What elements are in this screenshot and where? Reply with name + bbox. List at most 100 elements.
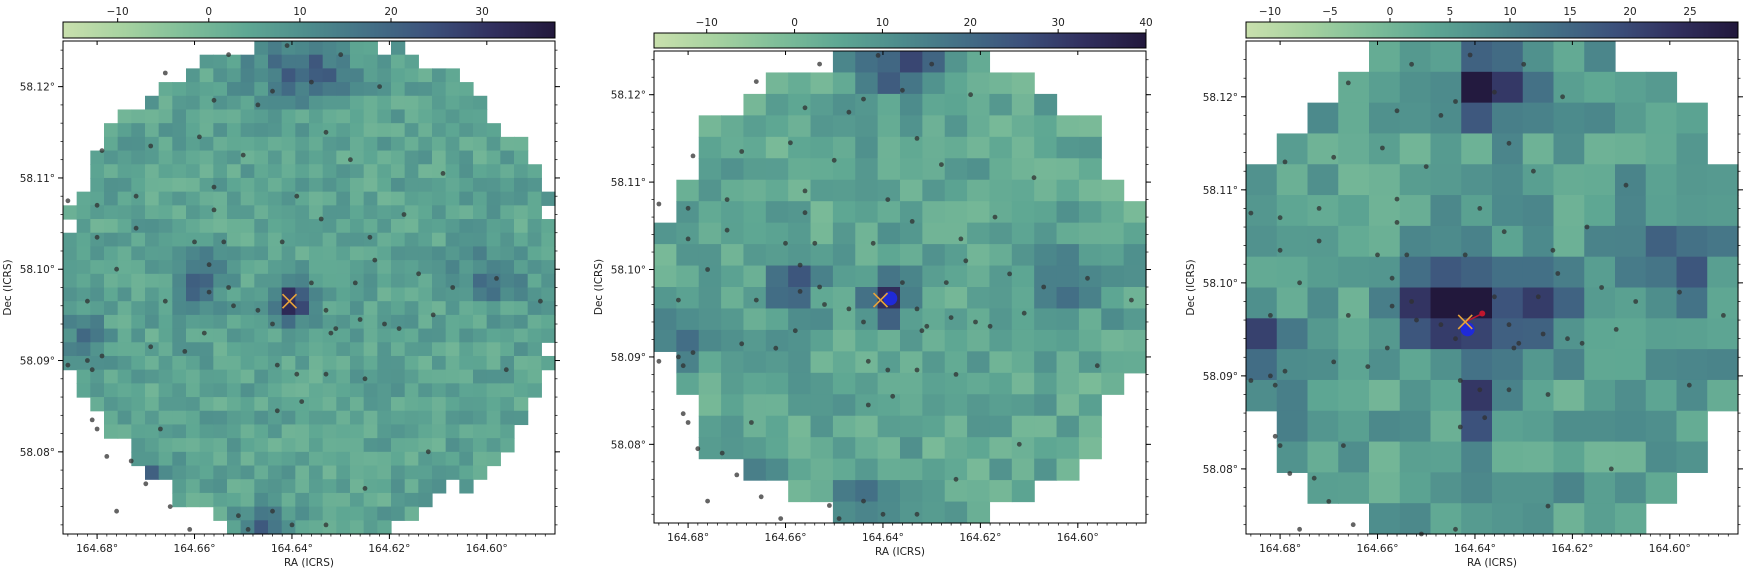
heatmap-cell — [76, 301, 91, 316]
heatmap-cell — [418, 136, 433, 152]
heatmap-cell — [240, 123, 255, 138]
heatmap-cell — [500, 205, 515, 220]
heatmap-cell — [676, 179, 700, 202]
heatmap-cell — [486, 177, 501, 193]
star-marker — [167, 504, 173, 509]
star-marker — [1457, 378, 1463, 383]
heatmap-cell — [309, 260, 324, 275]
star-marker — [294, 193, 300, 199]
heatmap-cell — [832, 158, 856, 181]
star-marker — [861, 319, 866, 325]
heatmap-cell — [1307, 441, 1339, 473]
heatmap-cell — [350, 273, 365, 289]
heatmap-cell — [514, 410, 529, 426]
heatmap-cell — [1246, 256, 1278, 289]
heatmap-cell — [295, 369, 310, 384]
heatmap-cell — [1430, 472, 1462, 504]
heatmap-cell — [363, 191, 378, 206]
heatmap-cell — [514, 342, 529, 357]
heatmap-cell — [989, 136, 1013, 159]
heatmap-cell — [1276, 133, 1309, 165]
heatmap-cell — [336, 177, 351, 193]
star-marker — [1531, 168, 1536, 174]
heatmap-cell — [1399, 379, 1432, 412]
heatmap-cell — [486, 314, 501, 330]
heatmap-cell — [254, 260, 269, 275]
heatmap-cell — [922, 179, 946, 202]
heatmap-cell — [240, 219, 255, 234]
heatmap-cell — [377, 68, 392, 83]
heatmap-cell — [268, 136, 283, 152]
heatmap-cell — [254, 424, 269, 439]
heatmap-cell — [922, 51, 946, 74]
heatmap-cell — [1676, 256, 1708, 289]
heatmap-cell — [1645, 256, 1678, 289]
heatmap-cell — [514, 136, 529, 152]
heatmap-cell — [281, 451, 296, 467]
heatmap-cell — [254, 123, 269, 138]
heatmap-cell — [676, 329, 700, 352]
heatmap-cell — [1307, 256, 1339, 289]
heatmap-cell — [131, 260, 146, 275]
star-marker — [900, 280, 905, 285]
heatmap-cell — [336, 41, 351, 56]
colorbar-tick-label: 10 — [1503, 6, 1516, 18]
heatmap-cell — [1078, 115, 1102, 138]
heatmap-cell — [900, 415, 923, 438]
heatmap-cell — [459, 219, 474, 234]
heatmap-cell — [76, 205, 91, 220]
heatmap-cell — [158, 410, 173, 426]
heatmap-cell — [199, 410, 214, 426]
heatmap-cell — [445, 465, 460, 480]
heatmap-cell — [1034, 93, 1058, 116]
heatmap-cell — [1461, 256, 1493, 289]
heatmap-cell — [186, 232, 201, 248]
heatmap-cell — [810, 480, 834, 503]
star-marker — [1467, 52, 1473, 58]
heatmap-cell — [186, 164, 201, 179]
heatmap-cell — [1369, 287, 1401, 319]
heatmap-cell — [1034, 179, 1058, 202]
heatmap-cell — [1676, 349, 1708, 381]
x-tick-label: 164.60° — [466, 543, 508, 555]
heatmap-cell — [199, 451, 214, 467]
heatmap-cell — [322, 492, 337, 508]
heatmap-cell — [391, 287, 406, 302]
heatmap-cell — [377, 260, 392, 275]
heatmap-cell — [1307, 195, 1339, 227]
heatmap-cell — [268, 397, 283, 412]
star-marker — [133, 193, 139, 199]
heatmap-cell — [721, 201, 745, 224]
star-marker — [382, 321, 387, 327]
heatmap-cell — [240, 465, 255, 480]
heatmap-cell — [459, 123, 474, 138]
heatmap-cell — [967, 179, 991, 202]
heatmap-cell — [350, 109, 365, 124]
heatmap-cell — [322, 520, 337, 535]
heatmap-cell — [810, 287, 834, 310]
heatmap-cell — [486, 191, 501, 206]
heatmap-cell — [404, 465, 419, 480]
heatmap-cell — [1034, 372, 1058, 395]
star-marker — [1506, 322, 1512, 328]
heatmap-cell — [404, 273, 419, 289]
heatmap-cell — [445, 150, 460, 165]
heatmap-cell — [418, 465, 433, 480]
heatmap-cell — [227, 273, 242, 289]
heatmap-cell — [240, 54, 255, 69]
heatmap-cell — [810, 136, 834, 159]
star-marker — [99, 148, 105, 154]
heatmap-cell — [281, 397, 296, 412]
heatmap-cell — [322, 82, 337, 97]
heatmap-cell — [268, 150, 283, 165]
heatmap-cell — [336, 438, 351, 453]
heatmap-cell — [1615, 472, 1647, 504]
star-marker — [1326, 499, 1332, 504]
heatmap-cell — [1011, 201, 1035, 224]
heatmap-cell — [967, 93, 991, 116]
heatmap-cell — [363, 355, 378, 371]
heatmap-cell — [213, 232, 228, 248]
heatmap-cell — [336, 506, 351, 521]
heatmap-cell — [336, 164, 351, 179]
heatmap-cell — [240, 369, 255, 384]
